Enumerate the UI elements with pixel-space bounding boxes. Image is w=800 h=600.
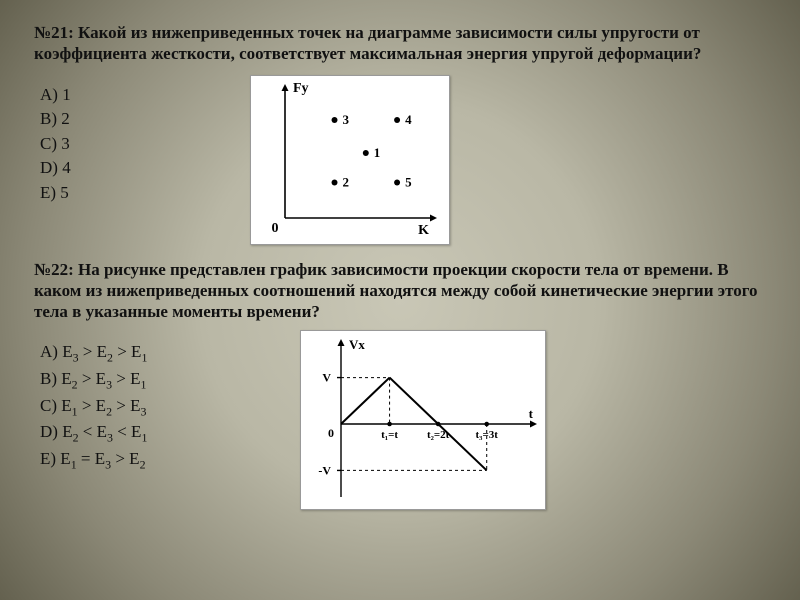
svg-text:t: t [529, 406, 534, 421]
svg-text:0: 0 [328, 426, 334, 440]
q22-question: №22: На рисунке представлен график завис… [34, 259, 766, 323]
svg-text:Fу: Fу [293, 81, 309, 96]
q21-text: Какой из нижеприведенных точек на диагра… [34, 23, 701, 63]
q22-row: A) E3 > E2 > E1 B) E2 > E3 > E1 C) E1 > … [34, 334, 766, 510]
slide: №21: Какой из нижеприведенных точек на д… [0, 0, 800, 600]
q21-option-a: A) 1 [40, 83, 220, 108]
svg-text:t₃=3t: t₃=3t [476, 429, 499, 441]
svg-text:5: 5 [405, 174, 412, 189]
q21-figure: Fу K 0 1 2 3 4 5 [250, 75, 450, 245]
q22-option-b: B) E2 > E3 > E1 [40, 367, 270, 394]
q21-option-e: E) 5 [40, 181, 220, 206]
svg-text:-V: -V [318, 464, 331, 478]
q22-option-c: C) E1 > E2 > E3 [40, 394, 270, 421]
q22-option-e: E) E1 = E3 > E2 [40, 447, 270, 474]
q22-option-a: A) E3 > E2 > E1 [40, 340, 270, 367]
svg-text:3: 3 [343, 111, 350, 126]
svg-text:1: 1 [374, 145, 381, 160]
svg-text:V: V [322, 371, 331, 385]
svg-text:4: 4 [405, 111, 412, 126]
q22-option-d: D) E2 < E3 < E1 [40, 420, 270, 447]
svg-text:t₁=t: t₁=t [381, 429, 398, 441]
q21-option-c: C) 3 [40, 132, 220, 157]
svg-text:t₂=2t: t₂=2t [427, 429, 450, 441]
q21-option-b: B) 2 [40, 107, 220, 132]
svg-text:0: 0 [272, 221, 279, 236]
q21-question: №21: Какой из нижеприведенных точек на д… [34, 22, 766, 65]
q21-option-d: D) 4 [40, 156, 220, 181]
q22-number: №22: [34, 260, 74, 279]
q21-answers: A) 1 B) 2 C) 3 D) 4 E) 5 [40, 83, 220, 206]
q21-row: A) 1 B) 2 C) 3 D) 4 E) 5 Fу K 0 1 2 3 4 5 [34, 77, 766, 245]
q22-answers: A) E3 > E2 > E1 B) E2 > E3 > E1 C) E1 > … [40, 340, 270, 473]
svg-text:K: K [418, 223, 429, 238]
q22-figure: Vx t 0 V -V t₁=t t₂=2t t₃=3t [300, 330, 546, 510]
svg-text:2: 2 [343, 174, 350, 189]
q21-number: №21: [34, 23, 74, 42]
svg-text:Vx: Vx [349, 337, 365, 352]
q22-text: На рисунке представлен график зависимост… [34, 260, 758, 322]
